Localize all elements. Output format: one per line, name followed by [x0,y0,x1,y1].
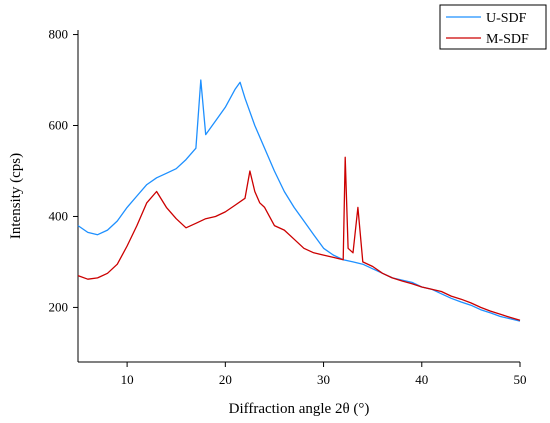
y-tick-label: 200 [49,299,69,314]
legend: U-SDF M-SDF [439,4,547,50]
x-tick-label: 40 [415,372,428,387]
y-axis-title: Intensity (cps) [8,153,24,239]
y-tick-label: 600 [49,118,69,133]
x-tick-label: 10 [121,372,134,387]
x-tick-label: 30 [317,372,330,387]
x-ticks: 10 20 30 40 50 [121,362,527,387]
legend-box [439,4,547,50]
x-tick-label: 50 [514,372,527,387]
y-ticks: 200 400 600 800 [49,27,78,314]
x-axis-title: Diffraction angle 2θ (°) [229,401,370,417]
legend-label-u-sdf: U-SDF [486,11,527,26]
y-tick-label: 400 [49,208,69,223]
x-tick-label: 20 [219,372,232,387]
legend-label-m-sdf: M-SDF [486,32,529,47]
y-tick-label: 800 [49,27,69,42]
series-line-m-sdf [77,156,521,321]
series-group [77,79,521,322]
plot-area: 10 20 30 40 50 200 400 600 800 [49,27,527,387]
series-line-u-sdf [77,79,521,322]
